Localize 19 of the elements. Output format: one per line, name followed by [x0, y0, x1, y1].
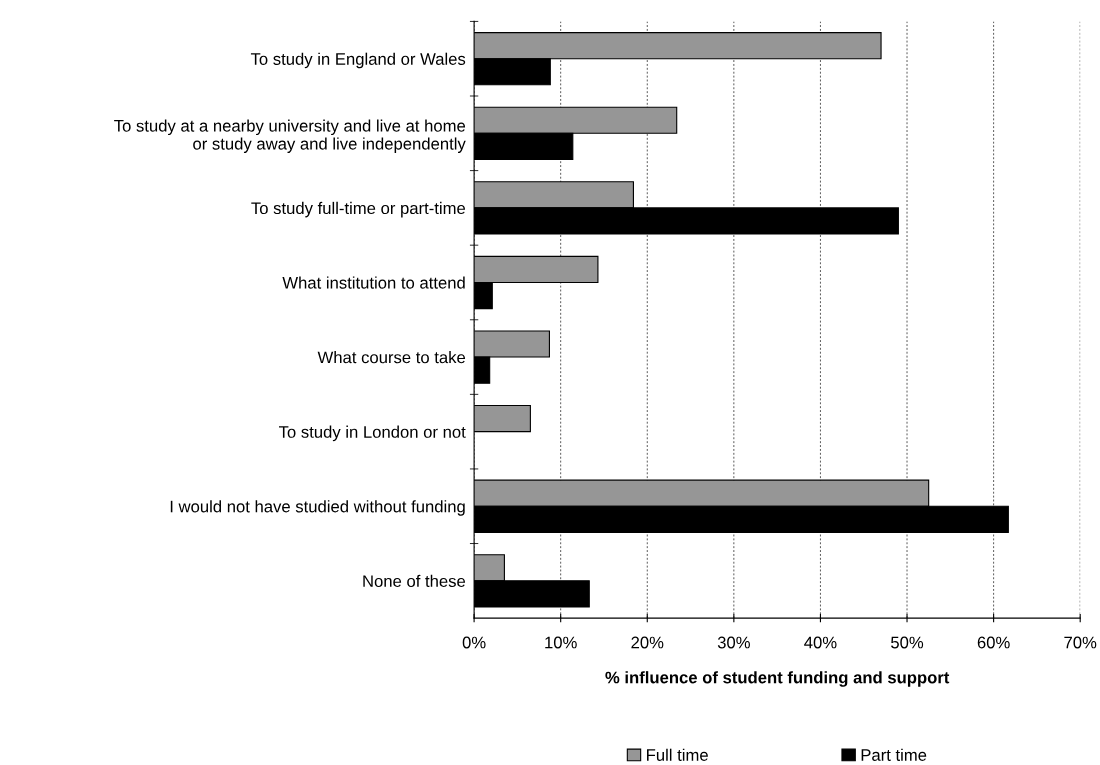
- y-tick-label: To study full-time or part-time: [251, 201, 466, 218]
- x-tick-label: 10%: [545, 636, 577, 649]
- y-tick-label: What course to take: [317, 351, 466, 364]
- y-tick-label: To study in London or not: [279, 425, 466, 442]
- x-tick-label: 50%: [891, 636, 924, 649]
- y-tick-label: To study in England or Wales: [250, 52, 466, 69]
- y-tick-label: None of these: [363, 574, 466, 588]
- x-tick-label: 40%: [804, 636, 837, 649]
- x-tick-label: 70%: [1064, 636, 1097, 649]
- x-tick-label: 20%: [631, 636, 664, 649]
- legend-label: Full time: [647, 748, 708, 761]
- y-tick-label: I would not have studied without funding: [170, 500, 465, 516]
- x-axis-title: % influence of student funding and support: [605, 671, 950, 687]
- legend-label: Part time: [861, 748, 927, 761]
- x-tick-label: 60%: [977, 636, 1010, 649]
- y-tick-label: To study at a nearby university and live at home or study away and live independently: [114, 119, 466, 153]
- x-tick-label: 30%: [717, 636, 750, 649]
- x-tick-label: 0%: [462, 636, 486, 649]
- y-tick-label: What institution to attend: [282, 276, 465, 289]
